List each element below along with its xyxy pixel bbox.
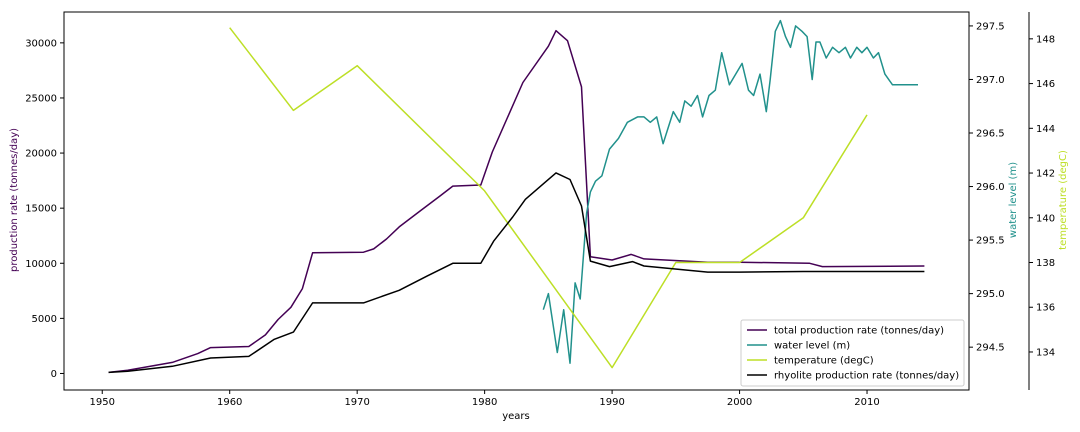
temperature-tick-label: 140 xyxy=(1036,213,1055,224)
legend: total production rate (tonnes/day) water … xyxy=(740,319,965,387)
x-tick-label: 1990 xyxy=(599,397,624,408)
x-tick-label: 1970 xyxy=(344,397,369,408)
water-level-axis-label: water level (m) xyxy=(1008,162,1019,238)
water-level-tick-label: 297.5 xyxy=(976,21,1005,32)
left-y-tick-label: 30000 xyxy=(25,38,57,49)
series-line-1 xyxy=(542,19,918,364)
x-axis-label: years xyxy=(502,411,530,422)
x-tick-label: 1980 xyxy=(472,397,497,408)
water-level-tick-label: 296.5 xyxy=(976,129,1005,140)
x-tick-label: 1960 xyxy=(217,397,242,408)
x-tick-label: 1950 xyxy=(90,397,115,408)
temperature-tick-label: 146 xyxy=(1036,79,1055,90)
water-level-tick-label: 295.0 xyxy=(976,289,1005,300)
series-line-3 xyxy=(108,172,925,374)
plot-frame xyxy=(63,11,970,391)
temperature-tick-label: 142 xyxy=(1036,169,1055,180)
left-y-tick-label: 0 xyxy=(51,369,57,380)
left-y-tick-label: 15000 xyxy=(25,204,57,215)
temperature-tick-label: 144 xyxy=(1036,124,1055,135)
left-y-tick-label: 25000 xyxy=(25,93,57,104)
temperature-axis-label: temperature (degC) xyxy=(1058,150,1069,250)
series-line-0 xyxy=(108,29,925,374)
left-y-tick-label: 10000 xyxy=(25,259,57,270)
legend-entry-label: water level (m) xyxy=(774,341,850,352)
temperature-tick-label: 136 xyxy=(1036,303,1055,314)
left-y-tick-label: 5000 xyxy=(32,314,57,325)
water-level-tick-label: 294.5 xyxy=(976,343,1005,354)
water-level-tick-label: 296.0 xyxy=(976,182,1005,193)
x-tick-label: 2000 xyxy=(727,397,752,408)
x-tick-label: 2010 xyxy=(854,397,879,408)
water-level-tick-label: 295.5 xyxy=(976,236,1005,247)
temperature-tick-label: 138 xyxy=(1036,258,1055,269)
temperature-tick-label: 134 xyxy=(1036,347,1055,358)
legend-entry-label: rhyolite production rate (tonnes/day) xyxy=(774,371,959,382)
temperature-tick-label: 148 xyxy=(1036,34,1055,45)
legend-entry-label: temperature (degC) xyxy=(774,356,874,367)
water-level-tick-label: 297.0 xyxy=(976,75,1005,86)
series-line-2 xyxy=(229,27,868,369)
left-y-tick-label: 20000 xyxy=(25,149,57,160)
left-y-axis-label: production rate (tonnes/day) xyxy=(9,128,20,272)
legend-entry-label: total production rate (tonnes/day) xyxy=(774,326,944,337)
